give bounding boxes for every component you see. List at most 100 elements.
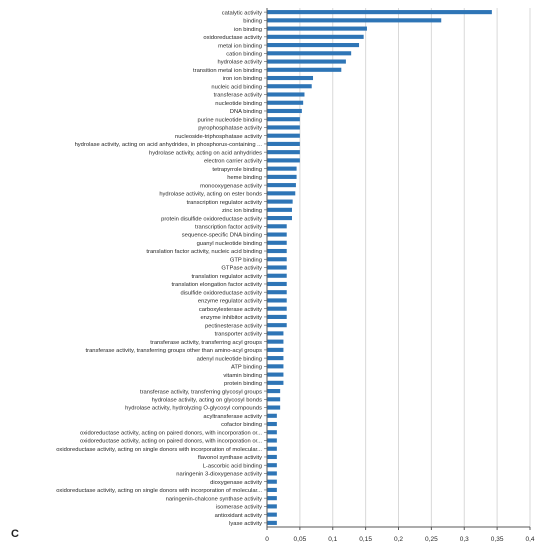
- bar: [267, 298, 287, 303]
- category-label: transporter activity: [215, 332, 262, 338]
- category-label: purine nucleotide binding: [198, 117, 262, 123]
- bar: [267, 331, 284, 336]
- category-label: oxidoreductase activity, acting on singl…: [56, 447, 262, 453]
- category-label: heme binding: [227, 175, 262, 181]
- bar: [267, 166, 297, 171]
- category-label: hydrolase activity, acting on acid anhyd…: [75, 142, 263, 148]
- bar: [267, 323, 287, 328]
- category-label: pectinesterase activity: [205, 323, 262, 329]
- category-label: hydrolase activity, hydrolyzing O-glycos…: [125, 406, 262, 412]
- bar: [267, 257, 287, 262]
- category-label: binding: [243, 19, 262, 25]
- bar: [267, 364, 284, 369]
- bar: [267, 413, 277, 418]
- bar: [267, 67, 342, 72]
- category-label: hydrolase activity, acting on ester bond…: [159, 192, 262, 198]
- gridlines: [299, 8, 531, 527]
- bar: [267, 150, 300, 155]
- bar: [267, 183, 296, 188]
- bar: [267, 339, 284, 344]
- bar: [267, 471, 277, 476]
- bar: [267, 463, 277, 468]
- bar: [267, 496, 277, 501]
- bar: [267, 216, 292, 221]
- bar: [267, 59, 346, 64]
- x-tick-label: 0,3: [460, 536, 469, 543]
- bar: [267, 347, 284, 352]
- category-label: guanyl nucleotide binding: [197, 241, 262, 247]
- category-label: oxidoreductase activity: [203, 35, 262, 41]
- category-label: DNA binding: [230, 109, 262, 115]
- category-label: nucleotide binding: [215, 101, 262, 107]
- bar: [267, 273, 287, 278]
- bar: [267, 290, 287, 295]
- x-tick-label: 0,25: [425, 536, 438, 543]
- category-label: zinc ion binding: [222, 208, 262, 214]
- bar: [267, 487, 277, 492]
- bar: [267, 92, 305, 97]
- category-label: oxidoreductase activity, acting on paire…: [80, 439, 262, 445]
- bar: [267, 18, 442, 23]
- bar: [267, 479, 277, 484]
- bar: [267, 314, 287, 319]
- bar: [267, 438, 277, 443]
- category-label: nucleic acid binding: [211, 84, 262, 90]
- bar: [267, 26, 367, 31]
- category-label: oxidoreductase activity, acting on paire…: [80, 430, 262, 436]
- bar: [267, 397, 281, 402]
- bar: [267, 265, 287, 270]
- x-tick-label: 0,1: [328, 536, 337, 543]
- category-label: ion binding: [234, 27, 262, 33]
- category-label: translation elongation factor activity: [171, 282, 262, 288]
- bar: [267, 240, 287, 245]
- bar: [267, 446, 277, 451]
- category-label: GTP binding: [230, 257, 262, 263]
- category-label: monooxygenase activity: [200, 183, 262, 189]
- x-tick-label: 0,15: [359, 536, 372, 543]
- category-label: catalytic activity: [222, 10, 262, 16]
- bar: [267, 405, 281, 410]
- bar: [267, 512, 277, 517]
- category-label: transferase activity, transferring group…: [86, 348, 263, 354]
- category-label: naringenin 3-dioxygenase activity: [176, 472, 262, 478]
- bar: [267, 84, 312, 89]
- category-label: protein binding: [224, 381, 262, 387]
- category-label: isomerase activity: [216, 505, 262, 511]
- bar: [267, 421, 277, 427]
- category-label: transferase activity, transferring acyl …: [150, 340, 262, 346]
- bar: [267, 430, 277, 435]
- category-label: GTPase activity: [221, 266, 262, 272]
- category-label: hydrolase activity: [218, 60, 263, 66]
- bar: [267, 356, 284, 361]
- category-label: ATP binding: [231, 365, 262, 371]
- category-label: tetrapyrrole binding: [212, 167, 262, 173]
- bar: [267, 281, 287, 287]
- bar: [267, 389, 281, 394]
- category-label: oxidoreductase activity, acting on singl…: [56, 488, 262, 494]
- bar: [267, 504, 277, 509]
- category-label: transferase activity, transferring glyco…: [140, 389, 262, 395]
- bar: [267, 232, 287, 237]
- category-label: protein disulfide oxidoreductase activit…: [161, 216, 262, 222]
- category-label: enzyme inhibitor activity: [200, 315, 262, 321]
- x-tick-label: 0,4: [525, 536, 534, 543]
- bar: [267, 372, 284, 377]
- bar: [267, 34, 364, 39]
- category-label: transferase activity: [214, 93, 262, 99]
- x-tick-label: 0: [265, 536, 269, 543]
- bar: [267, 133, 300, 138]
- category-label: iron ion binding: [223, 76, 262, 82]
- bar: [267, 51, 352, 56]
- bar: [267, 306, 287, 311]
- bar: [267, 520, 277, 525]
- category-label: translation regulator activity: [191, 274, 262, 280]
- category-label: transition metal ion binding: [193, 68, 262, 74]
- bar: [267, 43, 360, 48]
- category-label: sequence-specific DNA binding: [182, 233, 262, 239]
- category-label: dioxygenase activity: [210, 480, 262, 486]
- category-label: disulfide oxidoreductase activity: [180, 290, 262, 296]
- category-label: metal ion binding: [218, 43, 262, 49]
- bar: [267, 10, 492, 15]
- category-label: hydrolase activity, acting on acid anhyd…: [149, 150, 262, 156]
- bar: [267, 174, 297, 179]
